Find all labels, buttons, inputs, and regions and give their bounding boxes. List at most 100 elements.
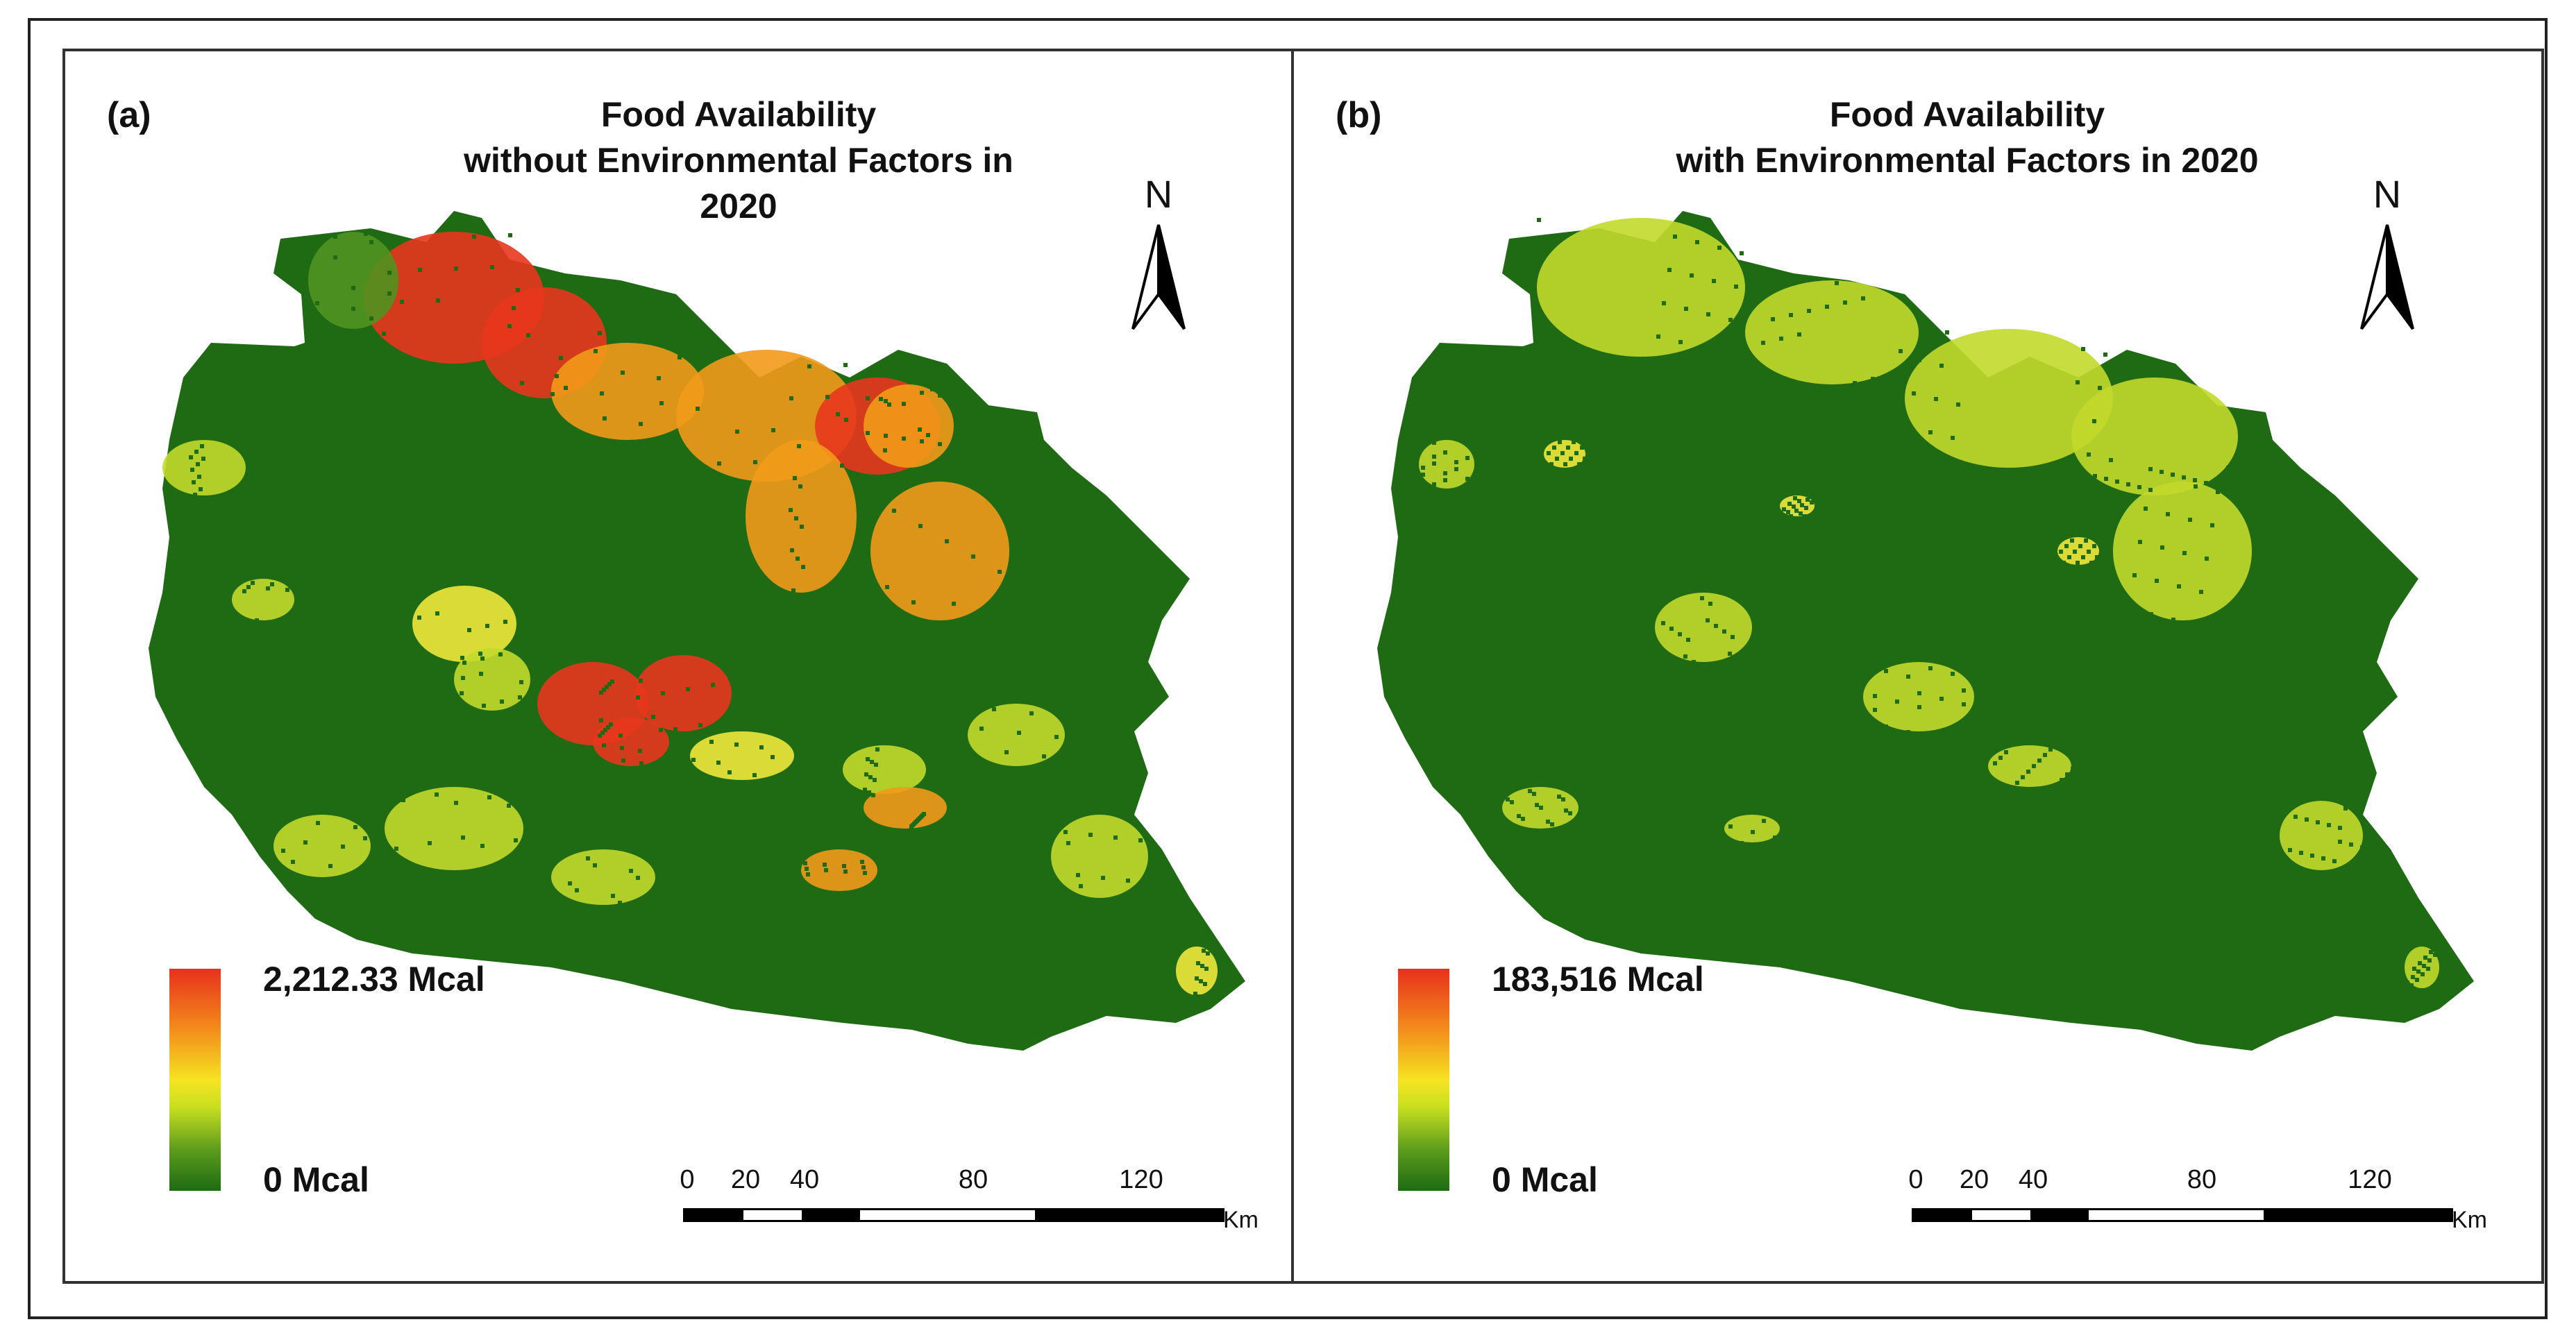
map-speckle xyxy=(952,602,956,606)
map-speckle xyxy=(333,235,337,239)
map-speckle xyxy=(387,291,392,296)
map-speckle xyxy=(200,444,204,448)
map-speckle xyxy=(1088,833,1093,837)
map-speckle xyxy=(1917,705,1921,709)
map-speckle xyxy=(382,332,386,336)
map-speckle xyxy=(911,600,916,604)
legend-color-ramp xyxy=(1398,969,1449,1191)
map-speckle xyxy=(291,860,295,864)
map-speckle xyxy=(1794,509,1799,513)
map-speckle xyxy=(1421,445,1425,449)
north-label: N xyxy=(2373,173,2401,216)
map-speckle xyxy=(2422,964,2426,968)
map-speckle xyxy=(1945,330,1949,334)
map-speckle xyxy=(1656,599,1660,603)
panel-a: (a) Food Availability without Environmen… xyxy=(62,49,1315,1284)
map-speckle xyxy=(1064,746,1068,750)
map-speckle xyxy=(1557,795,1561,799)
map-speckle xyxy=(472,235,476,239)
map-speckle xyxy=(1771,317,1775,321)
west-java-region-b xyxy=(1377,211,2474,1051)
map-speckle xyxy=(246,585,251,589)
map-speckle xyxy=(1712,279,1716,283)
map-speckle xyxy=(2288,848,2292,852)
map-speckle xyxy=(480,844,485,848)
figure-frame xyxy=(28,18,2548,1319)
map-patch xyxy=(1905,329,2113,468)
map-patch xyxy=(593,718,669,766)
map-speckle xyxy=(602,743,606,747)
map-speckle xyxy=(564,386,568,390)
map-speckle xyxy=(555,374,559,378)
map-speckle xyxy=(2338,840,2342,844)
map-patch xyxy=(864,787,947,829)
map-speckle xyxy=(866,396,870,400)
map-speckle xyxy=(1535,803,1539,807)
map-speckle xyxy=(2416,969,2421,974)
map-speckle xyxy=(2076,561,2080,565)
map-speckle xyxy=(647,899,651,904)
map-speckle xyxy=(1561,797,1565,802)
map-speckle xyxy=(369,240,373,244)
map-speckle xyxy=(639,679,643,683)
map-speckle xyxy=(902,402,906,406)
map-speckle xyxy=(866,757,870,761)
map-speckle xyxy=(1690,273,1694,278)
map-speckle xyxy=(789,396,793,400)
map-speckle xyxy=(1906,675,1910,679)
map-speckle xyxy=(2182,551,2187,555)
map-speckle xyxy=(1138,838,1143,842)
map-speckle xyxy=(1550,822,1554,826)
map-speckle xyxy=(575,888,579,892)
map-speckle xyxy=(803,861,807,865)
map-speckle xyxy=(1956,402,1960,407)
map-speckle xyxy=(550,392,555,396)
map-speckle xyxy=(1692,660,1696,664)
map-speckle xyxy=(1454,488,1458,492)
map-speckle xyxy=(1906,425,1910,429)
map-speckle xyxy=(1835,281,1839,285)
map-speckle xyxy=(875,747,879,752)
map-speckle xyxy=(2160,545,2164,550)
map-speckle xyxy=(1899,349,1903,353)
map-speckle xyxy=(598,733,602,738)
map-speckle xyxy=(2137,485,2141,489)
map-speckle xyxy=(922,382,926,386)
map-speckle xyxy=(1789,313,1793,317)
map-speckle xyxy=(791,588,795,593)
map-speckle xyxy=(417,616,421,620)
map-speckle xyxy=(867,790,871,795)
map-speckle xyxy=(2418,961,2422,965)
map-speckle xyxy=(467,628,471,632)
map-speckle xyxy=(885,585,889,589)
map-speckle xyxy=(1193,992,1197,996)
map-speckle xyxy=(992,707,996,711)
scale-tick: 20 xyxy=(730,1165,761,1194)
map-speckle xyxy=(2048,747,2053,752)
map-speckle xyxy=(1728,824,1733,829)
map-patch xyxy=(1419,440,1474,489)
map-speckle xyxy=(1537,218,1541,222)
map-speckle xyxy=(639,422,643,426)
map-speckle xyxy=(1017,731,1021,735)
north-label: N xyxy=(1145,173,1172,216)
map-speckle xyxy=(2421,972,2425,976)
map-speckle xyxy=(681,463,685,467)
map-speckle xyxy=(270,582,274,586)
map-speckle xyxy=(2092,419,2096,423)
map-speckle xyxy=(454,801,458,805)
map-speckle xyxy=(892,509,896,513)
map-speckle xyxy=(599,690,603,695)
map-speckle xyxy=(2062,561,2066,565)
map-speckle xyxy=(353,825,357,829)
map-speckle xyxy=(1799,511,1803,516)
panel-title: Food Availability without Environmental … xyxy=(426,92,1051,229)
map-patch xyxy=(551,343,704,440)
map-speckle xyxy=(2412,967,2416,971)
map-speckle xyxy=(686,687,690,691)
map-speckle xyxy=(2082,471,2086,475)
map-patch xyxy=(232,579,294,620)
map-speckle xyxy=(1683,654,1687,659)
legend-min-label: 0 Mcal xyxy=(263,1160,369,1199)
map-speckle xyxy=(840,464,844,468)
